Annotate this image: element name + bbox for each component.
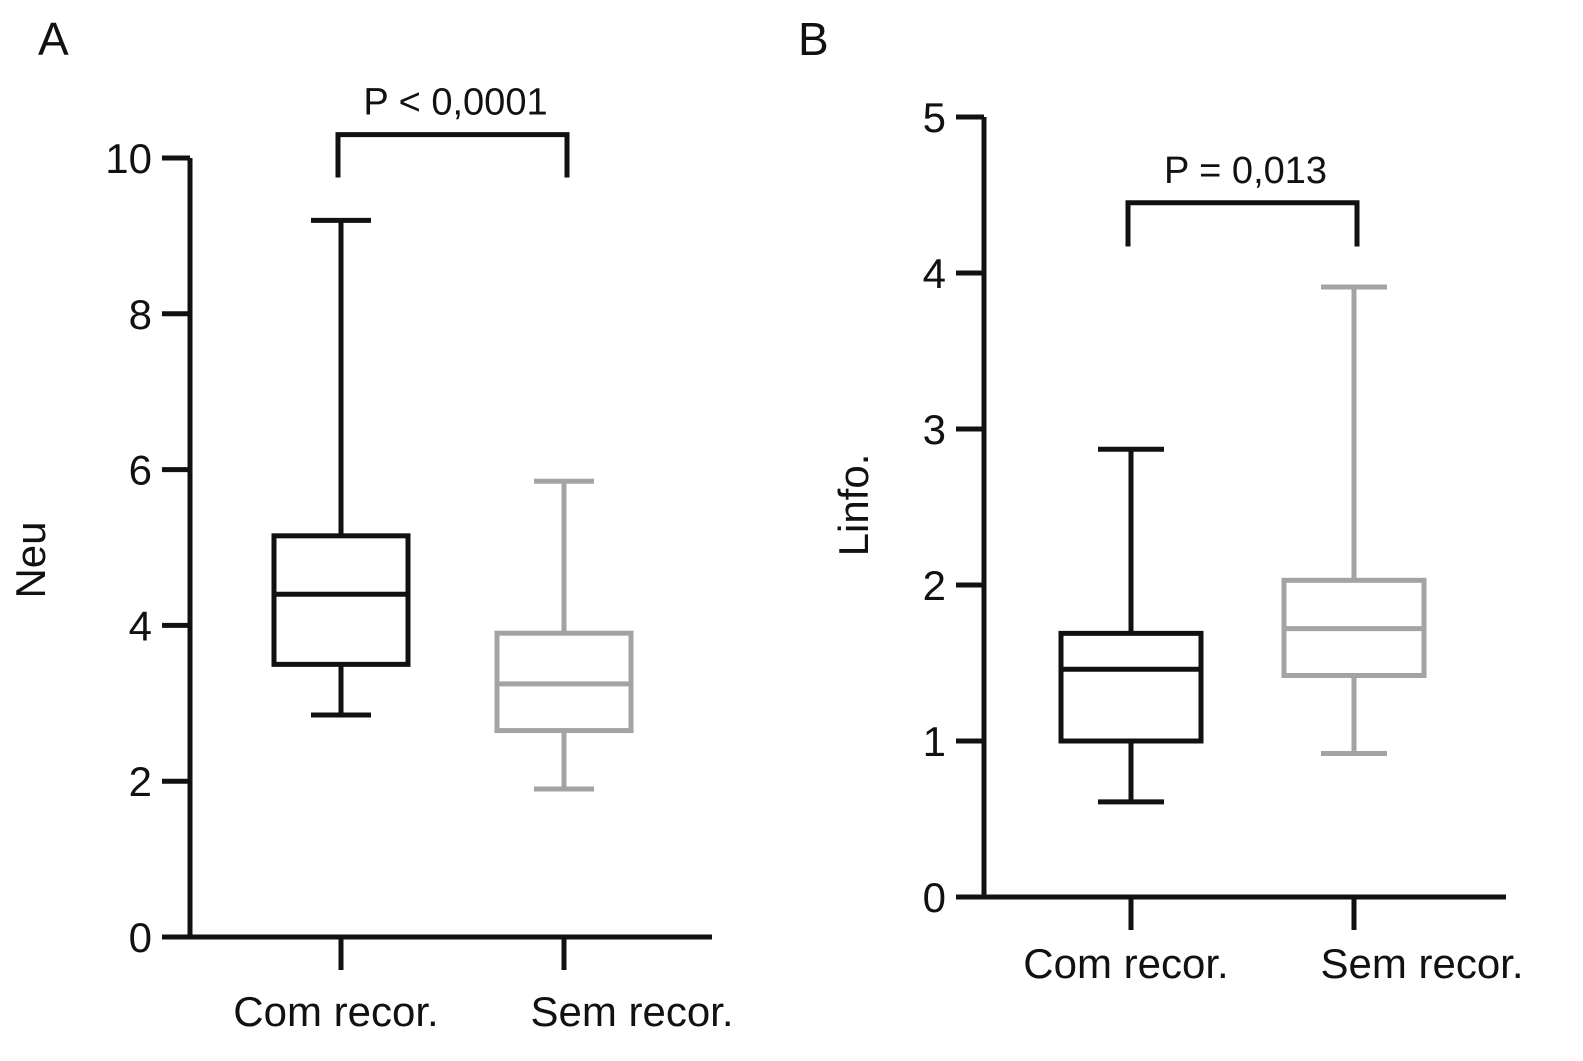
y-axis-label-a: Neu [7, 521, 54, 598]
y-tick-label: 2 [129, 758, 152, 805]
box-com-recor [1058, 446, 1204, 805]
box-sem-recor [1281, 284, 1427, 756]
y-tick-label: 0 [923, 874, 946, 921]
box-com-recor [271, 217, 411, 718]
y-tick-label: 6 [129, 447, 152, 494]
iqr-box [271, 533, 411, 667]
y-tick-label: 3 [923, 406, 946, 453]
y-tick-label: 4 [923, 250, 946, 297]
significance-bracket-a [335, 132, 570, 178]
p-value-annotation-a: P < 0,0001 [363, 82, 547, 124]
x-tick-label: Com recor. [233, 988, 438, 1035]
bracket-line [1125, 200, 1360, 247]
y-axis-label-b: Linfo. [830, 454, 877, 557]
box-sem-recor [494, 478, 634, 792]
iqr-box [1058, 630, 1204, 744]
y-tick-label: 5 [923, 94, 946, 141]
boxes-b [1058, 284, 1427, 805]
y-tick-label: 2 [923, 562, 946, 609]
y-axis-b: 0 1 2 3 4 5 [923, 94, 987, 921]
x-tick-label: Sem recor. [530, 988, 733, 1035]
x-axis-b: Com recor. Sem recor. [981, 894, 1524, 987]
y-tick-label: 4 [129, 602, 152, 649]
panel-label-b: B [798, 13, 829, 65]
panel-label-a: A [38, 13, 69, 65]
panel-a: A Neu 0 2 4 6 8 10 Com recor. Sem recor. P < 0… [7, 13, 734, 1035]
panel-b: B Linfo. 0 1 2 3 4 5 Com recor. Sem recor. P =… [798, 13, 1524, 987]
y-axis-a: 0 2 4 6 8 10 [105, 135, 193, 961]
boxes-a [271, 217, 634, 792]
y-tick-label: 10 [105, 135, 152, 182]
bracket-line [335, 132, 570, 178]
significance-bracket-b [1125, 200, 1360, 247]
x-tick-label: Sem recor. [1320, 940, 1523, 987]
y-tick-label: 1 [923, 718, 946, 765]
x-tick-label: Com recor. [1023, 940, 1228, 987]
y-tick-label: 0 [129, 914, 152, 961]
y-tick-label: 8 [129, 291, 152, 338]
x-axis-a: Com recor. Sem recor. [187, 934, 734, 1035]
p-value-annotation-b: P = 0,013 [1164, 150, 1327, 192]
